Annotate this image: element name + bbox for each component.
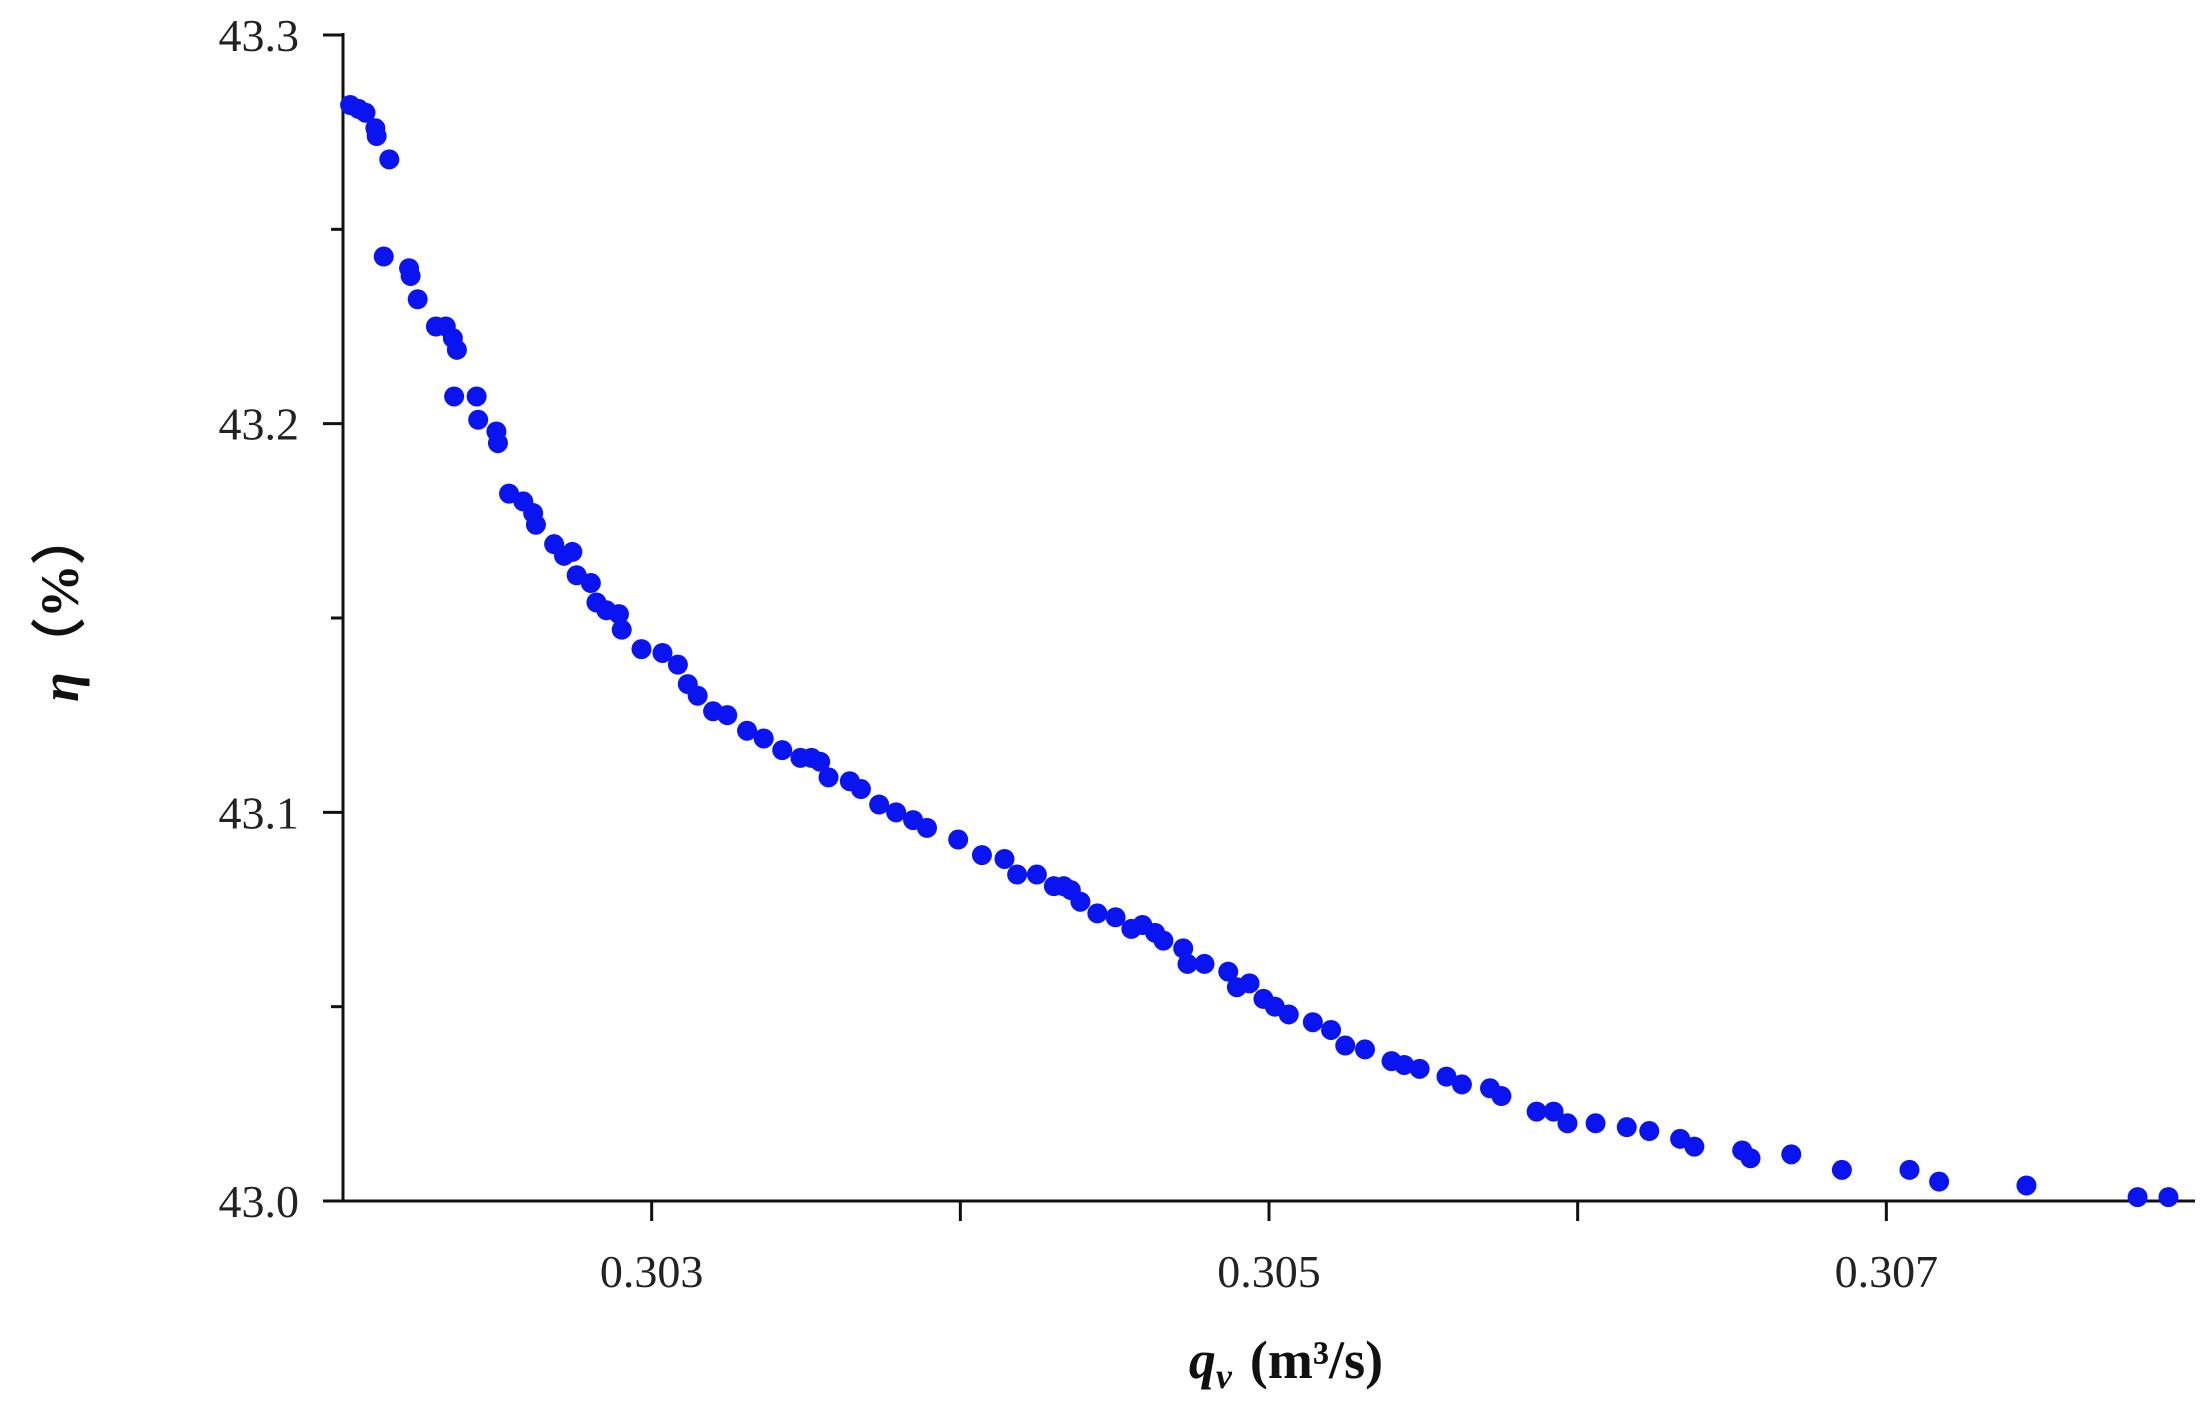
data-point — [1194, 953, 1215, 974]
data-point — [487, 433, 508, 454]
data-point — [1585, 1113, 1606, 1134]
data-point — [446, 339, 467, 360]
data-point — [1153, 930, 1174, 951]
data-point — [994, 848, 1015, 869]
data-point — [1105, 907, 1126, 928]
data-point — [886, 802, 907, 823]
data-point — [1321, 1019, 1342, 1040]
data-point — [687, 685, 708, 706]
data-point — [753, 728, 774, 749]
x-tick-label: 0.307 — [1835, 1246, 1939, 1297]
data-point — [1177, 953, 1198, 974]
data-point — [2158, 1187, 2179, 1208]
data-point — [608, 604, 629, 625]
data-point — [468, 409, 489, 430]
data-point — [366, 126, 387, 147]
data-point — [810, 751, 831, 772]
data-point — [407, 289, 428, 310]
data-point — [1639, 1121, 1660, 1142]
data-point — [850, 779, 871, 800]
data-point — [772, 740, 793, 761]
x-title-subscript: v — [1216, 1356, 1233, 1396]
data-point — [1218, 961, 1239, 982]
data-point — [1491, 1086, 1512, 1107]
data-point — [580, 573, 601, 594]
data-point — [1026, 864, 1047, 885]
data-point — [916, 817, 937, 838]
data-point — [562, 541, 583, 562]
data-point — [466, 386, 487, 407]
data-point — [1899, 1159, 1920, 1180]
data-point — [611, 619, 632, 640]
data-point — [1616, 1117, 1637, 1138]
data-point — [2127, 1187, 2148, 1208]
data-point — [1278, 1004, 1299, 1025]
x-axis-title: qv (m³/s) — [1189, 1330, 1383, 1396]
data-point — [1781, 1144, 1802, 1165]
data-point — [1740, 1148, 1761, 1169]
data-point — [667, 654, 688, 675]
data-point — [737, 720, 758, 741]
data-point — [1929, 1171, 1950, 1192]
data-point — [1684, 1136, 1705, 1157]
y-axis-title: η（%） — [30, 510, 90, 702]
data-point — [717, 705, 738, 726]
data-point — [818, 767, 839, 788]
data-point — [1070, 891, 1091, 912]
x-tick-label: 0.305 — [1217, 1246, 1321, 1297]
data-point — [1394, 1054, 1415, 1075]
data-point — [1526, 1101, 1547, 1122]
data-point — [525, 514, 546, 535]
data-point — [1557, 1113, 1578, 1134]
data-point — [444, 386, 465, 407]
data-point — [1087, 903, 1108, 924]
y-tick-label: 43.3 — [219, 10, 300, 61]
data-point — [400, 265, 421, 286]
data-point — [1354, 1039, 1375, 1060]
x-title-unit: (m³/s) — [1250, 1330, 1383, 1390]
data-point — [1302, 1012, 1323, 1033]
data-point — [948, 829, 969, 850]
data-point — [1451, 1074, 1472, 1095]
data-point — [1239, 973, 1260, 994]
data-point — [355, 102, 376, 123]
data-point — [869, 794, 890, 815]
data-point — [631, 639, 652, 660]
y-tick-label: 43.2 — [219, 399, 300, 450]
y-title-symbol: η — [30, 672, 90, 702]
data-point — [1409, 1058, 1430, 1079]
y-tick-label: 43.0 — [219, 1176, 300, 1227]
data-point — [373, 246, 394, 267]
data-point — [971, 845, 992, 866]
data-point — [1173, 938, 1194, 959]
x-title-symbol: q — [1189, 1330, 1216, 1390]
data-point — [1543, 1101, 1564, 1122]
data-point — [1831, 1159, 1852, 1180]
x-tick-label: 0.303 — [600, 1246, 704, 1297]
data-point — [1007, 864, 1028, 885]
data-point — [1335, 1035, 1356, 1056]
data-point — [1436, 1066, 1457, 1087]
y-tick-label: 43.1 — [219, 787, 300, 838]
data-point — [2016, 1175, 2037, 1196]
data-point — [379, 149, 400, 170]
data-point — [652, 642, 673, 663]
y-title-unit: （%） — [30, 510, 90, 672]
